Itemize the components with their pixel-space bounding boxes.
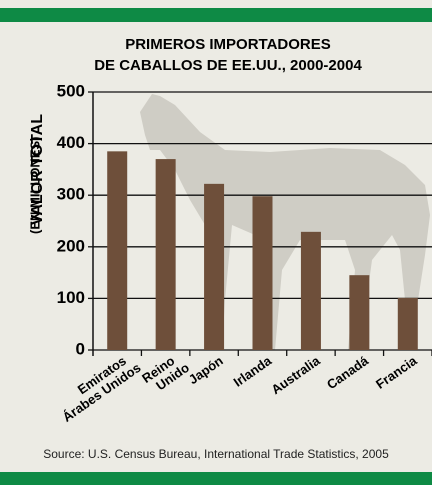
chart-title: PRIMEROS IMPORTADORES — [125, 36, 331, 53]
y-tick-label: 500 — [57, 81, 85, 100]
bar — [398, 298, 418, 350]
bar — [204, 184, 224, 350]
bar — [156, 159, 176, 350]
chart: PRIMEROS IMPORTADORES DE CABALLOS DE EE.… — [0, 0, 432, 485]
y-tick-label: 100 — [57, 288, 85, 307]
top-band — [0, 8, 432, 22]
chart-title: DE CABALLOS DE EE.UU., 2000-2004 — [94, 57, 362, 74]
source-note: Source: U.S. Census Bureau, Internationa… — [43, 447, 389, 461]
bar — [107, 151, 127, 350]
y-tick-label: 300 — [57, 185, 85, 204]
y-axis-label: (EN MILLONES) — [27, 137, 42, 235]
y-tick-label: 0 — [76, 339, 85, 358]
bottom-band — [0, 472, 432, 485]
y-tick-label: 400 — [57, 133, 85, 152]
bar — [349, 275, 369, 350]
bar — [301, 232, 321, 350]
bar — [253, 196, 273, 350]
y-tick-label: 200 — [57, 236, 85, 255]
